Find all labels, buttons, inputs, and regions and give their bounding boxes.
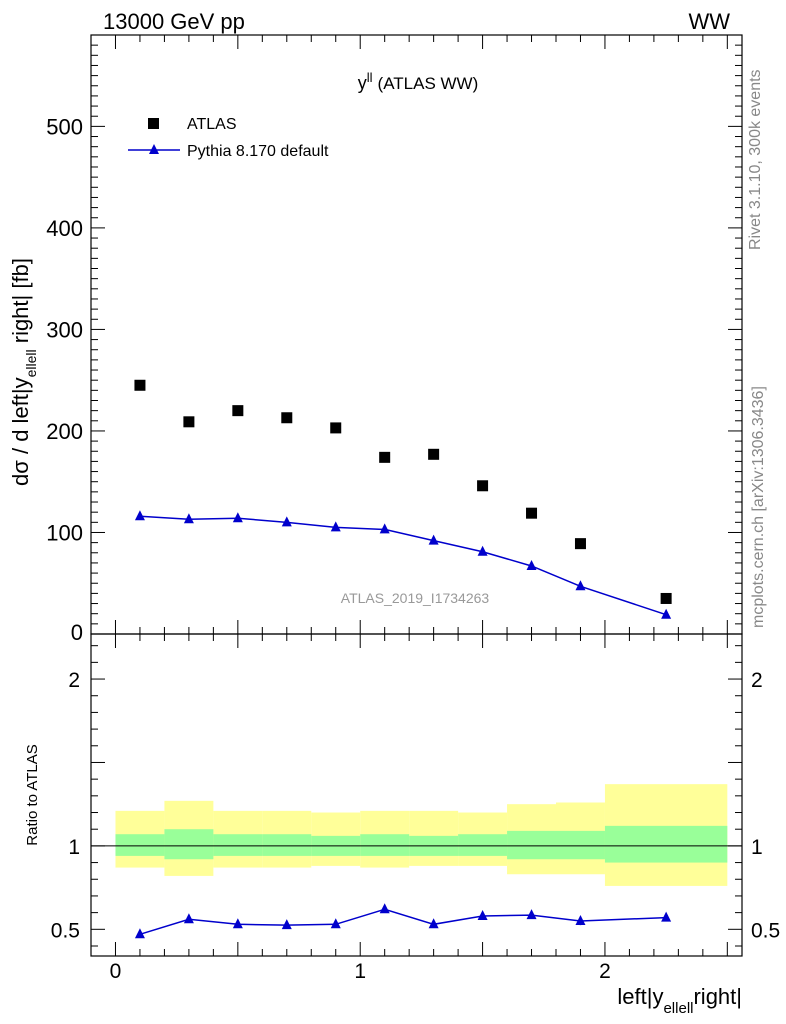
legend-pythia-label: Pythia 8.170 default — [187, 143, 329, 160]
legend-atlas-marker — [148, 118, 159, 129]
pythia-point — [428, 534, 439, 545]
ratio-plot-panel: 0.5 0.5 1 1 2 2 0 1 2 Ratio to ATLAS left|yelle… — [24, 633, 780, 1017]
main-y-tick-label: 500 — [46, 114, 83, 139]
ratio-y-tick-labels: 0.5 0.5 1 1 2 2 — [51, 669, 780, 942]
ratio-y-tick-label-right: 1 — [751, 836, 763, 859]
atlas-point — [526, 507, 538, 519]
atlas-point — [379, 451, 391, 463]
stat-uncertainty-band — [213, 834, 263, 856]
pythia-point — [330, 521, 341, 532]
ratio-series-line — [139, 908, 667, 936]
legend-pythia-marker — [149, 144, 159, 154]
ratio-y-tick-label: 0.5 — [51, 919, 80, 942]
process-label: WW — [688, 9, 730, 34]
ratio-x-tick-labels: 0 1 2 — [110, 960, 611, 983]
stat-uncertainty-band — [556, 830, 605, 860]
stat-uncertainty-band — [262, 834, 312, 856]
main-y-tick-label-zero: 0 — [71, 620, 83, 645]
energy-label: 13000 GeV pp — [103, 9, 245, 34]
x-tick-label: 0 — [110, 960, 122, 983]
ratio-point — [281, 919, 292, 930]
atlas-point — [477, 480, 489, 492]
ratio-point — [575, 914, 586, 925]
mcplots-info: mcplots.cern.ch [arXiv:1306.3436] — [750, 386, 767, 628]
atlas-point — [660, 592, 672, 604]
ratio-uncertainty-bands — [91, 784, 742, 886]
main-axis-ticks — [91, 35, 742, 634]
atlas-point — [232, 405, 244, 417]
pythia-point — [575, 580, 586, 591]
atlas-point — [574, 538, 586, 550]
atlas-point — [330, 422, 342, 434]
stat-uncertainty-band — [604, 825, 728, 863]
stat-uncertainty-band — [458, 834, 508, 856]
rivet-info: Rivet 3.1.10, 300k events — [747, 69, 764, 250]
main-y-tick-label: 100 — [46, 520, 83, 545]
stat-uncertainty-band — [164, 829, 214, 860]
ratio-y-tick-label-right: 2 — [751, 669, 763, 692]
ratio-point — [428, 918, 439, 929]
main-data-layer — [134, 379, 672, 619]
atlas-point — [281, 412, 293, 424]
stat-uncertainty-band — [115, 834, 165, 856]
pythia-point — [526, 559, 537, 570]
pythia-point — [661, 608, 672, 619]
pythia-point — [232, 512, 243, 523]
ratio-point — [330, 918, 341, 929]
ratio-y-axis-label: Ratio to ATLAS — [24, 744, 41, 845]
ratio-point — [526, 909, 537, 920]
ratio-point — [477, 909, 488, 920]
atlas-point — [183, 416, 195, 428]
pythia-point — [477, 545, 488, 556]
stat-uncertainty-band — [360, 834, 410, 856]
main-y-tick-label: 300 — [46, 317, 83, 342]
ratio-y-tick-label-right: 0.5 — [751, 919, 780, 942]
ratio-point — [183, 913, 194, 924]
ratio-y-tick-label: 1 — [68, 836, 80, 859]
atlas-point — [428, 448, 440, 460]
analysis-watermark: ATLAS_2019_I1734263 — [341, 590, 490, 606]
x-tick-label: 1 — [354, 960, 366, 983]
ratio-point — [134, 928, 145, 939]
legend: ATLAS Pythia 8.170 default — [128, 116, 329, 160]
ratio-plot-frame — [90, 633, 743, 957]
main-plot-panel: 100 200 300 400 500 0 yll (ATLAS WW) ATLAS_20… — [8, 34, 743, 645]
pythia-point — [281, 516, 292, 527]
pythia-point — [379, 523, 390, 534]
pythia-point — [183, 513, 194, 524]
main-y-tick-labels: 100 200 300 400 500 0 — [46, 114, 83, 645]
x-axis-label: left|yellellright| — [617, 984, 742, 1017]
ratio-data-layer — [134, 903, 672, 939]
main-y-axis-label: dσ / d left|yellell right| [fb] — [8, 258, 39, 486]
main-y-tick-label: 200 — [46, 419, 83, 444]
ratio-axis-ticks — [91, 634, 742, 956]
main-y-tick-label: 400 — [46, 216, 83, 241]
ratio-point — [661, 911, 672, 922]
ratio-y-tick-label: 2 — [68, 669, 80, 692]
x-tick-label: 2 — [599, 960, 611, 983]
plot-title: yll (ATLAS WW) — [358, 70, 479, 94]
atlas-point — [134, 379, 146, 391]
ratio-point — [379, 903, 390, 914]
pythia-point — [134, 510, 145, 521]
legend-atlas-label: ATLAS — [187, 116, 237, 133]
ratio-point — [232, 918, 243, 929]
stat-uncertainty-band — [507, 830, 556, 860]
